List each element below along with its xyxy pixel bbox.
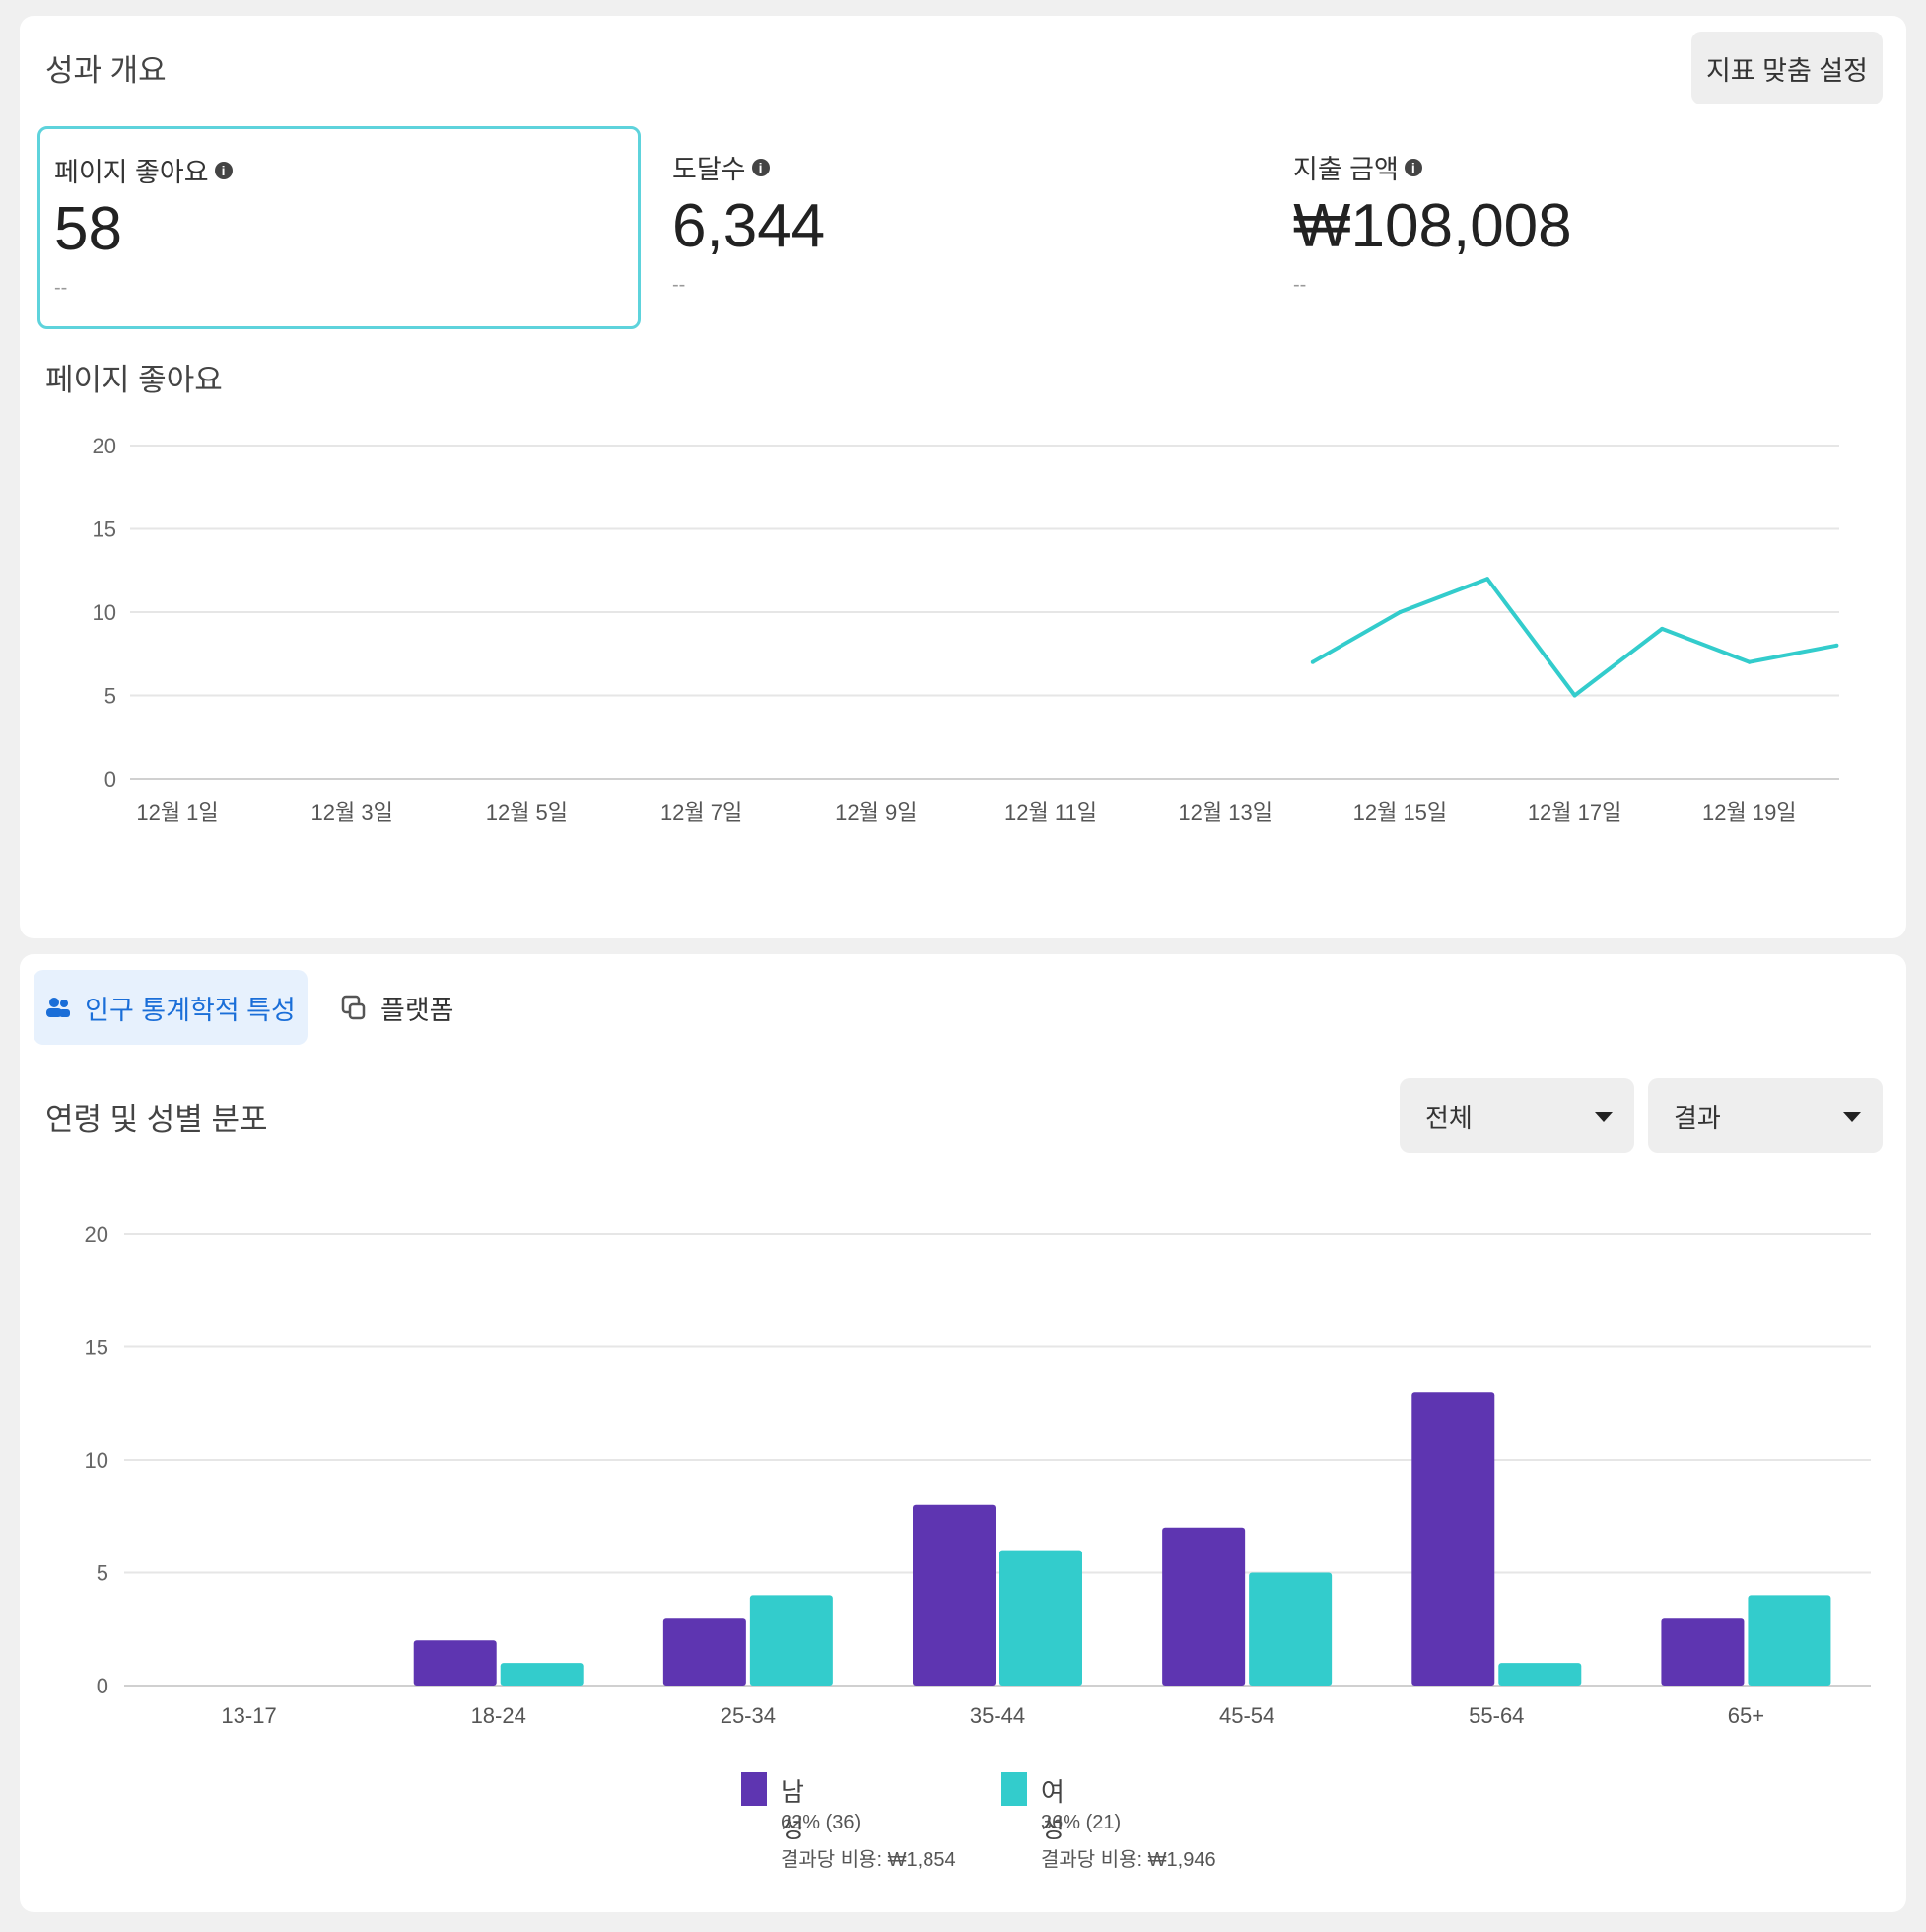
metric-label: 페이지 좋아요 [54,158,209,187]
data-point [1747,659,1752,664]
y-tick-label: 0 [104,767,116,792]
dropdown-value: 결과 [1674,1103,1721,1133]
metric-delta: -- [54,277,68,299]
y-tick-label: 15 [85,1336,108,1360]
x-tick-label: 65+ [1728,1703,1764,1728]
info-icon[interactable]: i [1404,158,1422,176]
metric-value: 6,344 [672,192,826,260]
y-tick-label: 20 [93,434,116,458]
data-point [1834,643,1839,648]
metric-card-reach[interactable]: 도달수 i 6,344 -- [658,126,1262,329]
metric-label: 지출 금액 [1293,155,1399,184]
dropdown-value: 전체 [1425,1103,1473,1133]
legend-cost-per-result: 결과당 비용: ₩1,946 [1041,1849,1216,1871]
metric-value: ₩108,008 [1293,192,1572,260]
info-icon[interactable]: i [751,158,770,176]
bar-female [500,1663,584,1686]
bar-male [1411,1392,1495,1686]
platform-icon [341,995,366,1020]
x-tick-label: 12월 1일 [136,800,218,825]
bar-female [749,1595,833,1686]
bar-female [1498,1663,1582,1686]
audience-dropdown[interactable]: 전체 [1400,1078,1634,1153]
x-tick-label: 12월 3일 [311,800,393,825]
legend-swatch [741,1772,767,1806]
info-icon[interactable]: i [214,161,233,179]
line-chart-title: 페이지 좋아요 [45,363,223,397]
y-tick-label: 5 [104,684,116,709]
demographics-card: 인구 통계학적 특성 플랫폼 연령 및 성별 분포 전체 결과 [20,954,1906,1912]
data-point [1485,577,1489,582]
people-icon [46,998,71,1017]
legend-percentage: 62% (36) [781,1812,861,1833]
x-tick-label: 55-64 [1469,1703,1524,1728]
overview-title: 성과 개요 [45,53,167,88]
legend-name: 남성 [781,1777,804,1843]
caret-down-icon [1595,1112,1613,1122]
metric-label: 도달수 [672,155,746,184]
x-tick-label: 25-34 [721,1703,776,1728]
x-tick-label: 12월 19일 [1702,800,1797,825]
bar-male [1661,1618,1745,1686]
tab-label: 플랫폼 [380,995,454,1025]
x-tick-label: 12월 5일 [486,800,568,825]
data-point [1660,626,1665,631]
tab-demographics[interactable]: 인구 통계학적 특성 [34,970,308,1045]
bar-male [913,1504,996,1686]
data-point [1398,610,1403,614]
caret-down-icon [1843,1112,1861,1122]
x-tick-label: 12월 9일 [835,800,917,825]
x-tick-label: 12월 11일 [1004,800,1097,825]
metric-delta: -- [672,274,686,296]
legend-swatch [1001,1772,1027,1806]
x-tick-label: 12월 17일 [1528,800,1622,825]
x-tick-label: 12월 7일 [660,800,742,825]
metric-delta: -- [1293,274,1307,296]
bar-female [999,1550,1082,1686]
y-tick-label: 10 [93,600,116,625]
metric-value: 58 [54,195,122,263]
x-tick-label: 13-17 [221,1703,276,1728]
legend-percentage: 36% (21) [1041,1812,1122,1833]
bar-female [1249,1572,1333,1686]
x-tick-label: 12월 15일 [1353,800,1448,825]
x-tick-label: 12월 13일 [1178,800,1273,825]
y-tick-label: 20 [85,1222,108,1247]
data-point [1572,693,1577,698]
bar-male [662,1618,746,1686]
metric-dropdown[interactable]: 결과 [1648,1078,1883,1153]
legend-name: 여성 [1041,1777,1065,1843]
customize-metrics-button[interactable]: 지표 맞춤 설정 [1691,32,1883,104]
y-tick-label: 15 [93,518,116,542]
tab-platform[interactable]: 플랫폼 [341,970,454,1045]
legend-cost-per-result: 결과당 비용: ₩1,854 [781,1849,956,1871]
metric-card-page-likes[interactable]: 페이지 좋아요 i 58 -- [37,126,641,329]
bar-male [1162,1527,1246,1686]
metric-card-amount-spent[interactable]: 지출 금액 i ₩108,008 -- [1279,126,1883,329]
section-title: 연령 및 성별 분포 [45,1102,268,1137]
data-point [1310,659,1315,664]
page-likes-line-chart: 0 5 10 15 20 12월 1일 12월 3일 12월 5일 12월 7일 12월 9일 12… [93,434,1839,825]
performance-overview-card: 성과 개요 지표 맞춤 설정 페이지 좋아요 i 58 -- 도달수 i 6,344… [20,16,1906,938]
y-tick-label: 5 [97,1561,108,1586]
y-tick-label: 0 [97,1674,108,1698]
tab-label: 인구 통계학적 특성 [85,995,296,1025]
y-tick-label: 10 [85,1448,108,1473]
x-tick-label: 45-54 [1219,1703,1274,1728]
bar-female [1748,1595,1831,1686]
bar-male [413,1640,497,1686]
x-tick-label: 35-44 [970,1703,1025,1728]
x-tick-label: 18-24 [471,1703,526,1728]
